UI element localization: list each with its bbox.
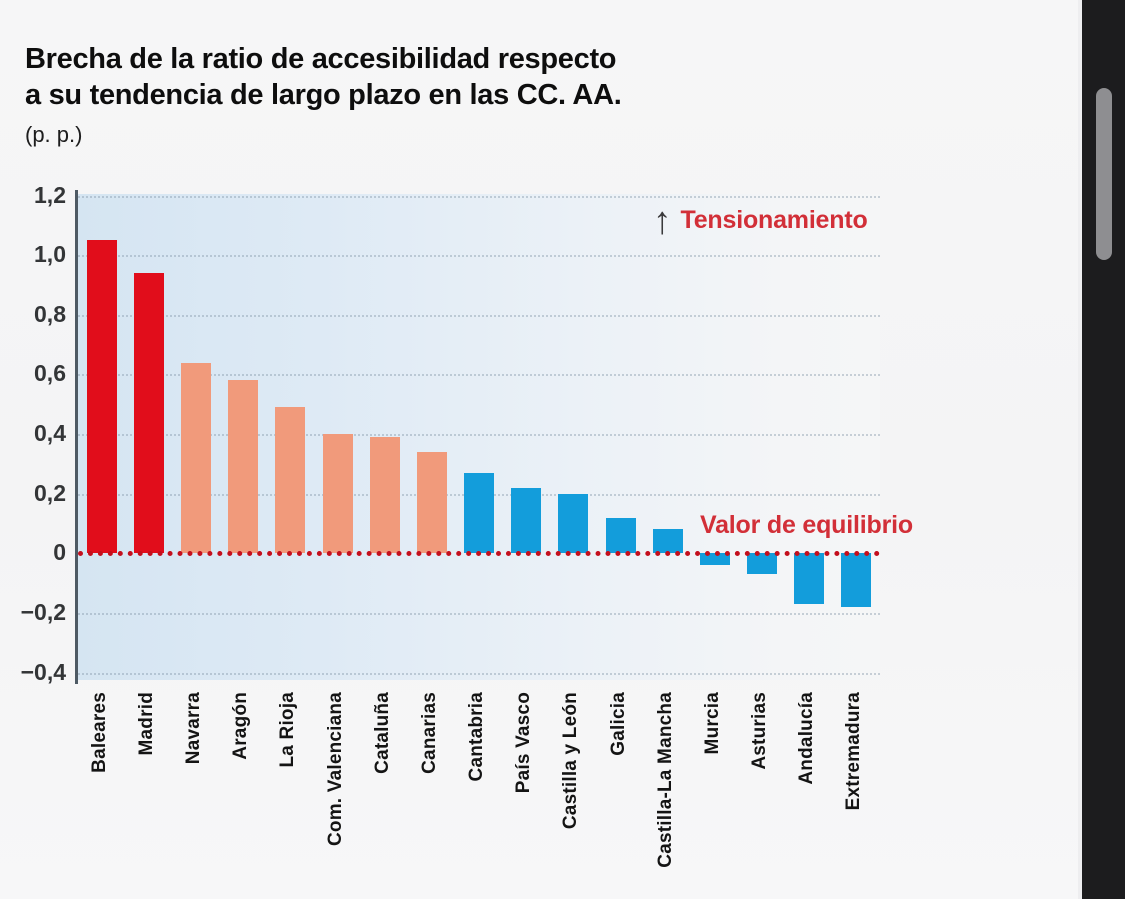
scrollbar-thumb[interactable] — [1096, 88, 1112, 260]
bar-madrid — [133, 273, 164, 554]
x-label-andalucía: Andalucía — [796, 692, 818, 785]
x-label-cantabria: Cantabria — [466, 692, 487, 782]
x-label-galicia: Galicia — [607, 692, 629, 756]
bar-andalucía — [794, 553, 825, 604]
y-tick-label: 0,2 — [34, 479, 66, 506]
bar-com-valenciana — [322, 434, 353, 554]
x-label-canarias: Canarias — [418, 692, 440, 774]
y-tick-label: 0 — [53, 539, 66, 566]
bar-la-rioja — [275, 407, 306, 554]
bar-navarra — [180, 362, 211, 554]
chart-title: Brecha de la ratio de accesibilidad resp… — [25, 42, 622, 114]
unit-label: (p. p.) — [25, 122, 83, 147]
gridline-1 — [78, 255, 880, 258]
gridline-0.8 — [78, 314, 880, 317]
x-label-com-valenciana: Com. Valenciana — [324, 692, 346, 847]
chart-title-line-1: Brecha de la ratio de accesibilidad resp… — [25, 43, 617, 75]
bar-galicia — [605, 517, 636, 554]
gridline-0.4 — [78, 434, 880, 436]
bar-baleares — [86, 240, 117, 554]
x-label-castilla-la-mancha: Castilla-La Mancha — [654, 692, 676, 868]
up-arrow-icon: ↑ — [653, 198, 672, 243]
y-tick-label: 0,8 — [34, 300, 66, 327]
bar-cantabria — [464, 472, 494, 554]
bar-aragón — [228, 380, 259, 554]
x-label-aragón: Aragón — [230, 692, 252, 760]
y-tick-label: 0,4 — [34, 420, 66, 446]
y-axis-line — [75, 190, 78, 684]
y-axis-ticks: 1,2 1,0 0,8 0,6 0,4 0,2 0 −0,2 −0,4 — [0, 182, 66, 685]
bar-cataluña — [369, 437, 400, 554]
x-axis-labels: Baleares Madrid Navarra Aragón La Rioja Com. … — [78, 692, 880, 899]
bar-castilla-y-león — [558, 493, 589, 554]
bar-extremadura — [841, 553, 872, 607]
bar-canarias — [416, 451, 447, 554]
x-label-castilla-y-león: Castilla y León — [560, 692, 582, 830]
bar-país-vasco — [511, 487, 542, 554]
gridline--0.2 — [78, 612, 880, 615]
x-label-madrid: Madrid — [135, 692, 157, 756]
gridline-0.6 — [78, 374, 880, 377]
x-label-asturias: Asturias — [749, 692, 771, 770]
y-tick-label: −0,2 — [20, 598, 66, 625]
scrollbar-track[interactable] — [1078, 0, 1125, 899]
bar-murcia — [699, 553, 730, 566]
plot-area — [75, 190, 880, 684]
x-label-la-rioja: La Rioja — [277, 692, 299, 768]
y-tick-label: 1,0 — [34, 241, 66, 268]
x-label-extremadura: Extremadura — [843, 692, 865, 811]
tension-annotation: ↑ Tensionamiento — [653, 198, 868, 243]
equilibrium-label: Valor de equilibrio — [700, 511, 913, 539]
y-tick-label: 1,2 — [34, 181, 66, 208]
chart-title-line-2: a su tendencia de largo plazo en las CC.… — [25, 78, 622, 111]
zero-line — [78, 551, 880, 557]
y-tick-label: −0,4 — [20, 658, 66, 685]
bar-asturias — [747, 553, 778, 575]
y-tick-label: 0,6 — [34, 360, 66, 387]
x-label-baleares: Baleares — [88, 692, 110, 773]
x-label-cataluña: Cataluña — [371, 692, 393, 774]
bar-castilla-la-mancha — [652, 529, 683, 554]
x-label-murcia: Murcia — [701, 692, 723, 755]
x-label-país-vasco: País Vasco — [513, 692, 535, 794]
gridline-1.2 — [78, 195, 880, 198]
gridline--0.4 — [78, 672, 880, 675]
tension-label: Tensionamiento — [680, 206, 868, 234]
x-label-navarra: Navarra — [182, 692, 204, 765]
